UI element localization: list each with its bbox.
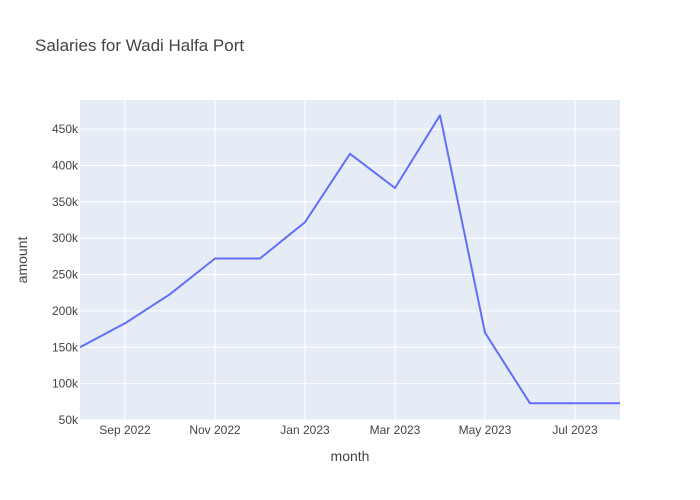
grid bbox=[80, 100, 620, 421]
y-tick-label: 50k bbox=[59, 413, 79, 427]
y-tick-label: 350k bbox=[52, 195, 79, 209]
y-tick-label: 200k bbox=[52, 304, 79, 318]
series-layer bbox=[79, 114, 620, 405]
x-tick-label: Sep 2022 bbox=[99, 423, 151, 437]
y-axis-title: amount bbox=[14, 237, 30, 284]
plot-area bbox=[80, 100, 620, 420]
x-tick-label: May 2023 bbox=[459, 423, 512, 437]
chart-title: Salaries for Wadi Halfa Port bbox=[35, 36, 244, 55]
y-tick-label: 450k bbox=[52, 122, 79, 136]
y-tick-label: 400k bbox=[52, 158, 79, 172]
x-axis: Sep 2022 Nov 2022 Jan 2023 Mar 2023 May 2023… bbox=[99, 423, 598, 437]
y-tick-label: 150k bbox=[52, 340, 79, 354]
x-tick-label: Nov 2022 bbox=[189, 423, 241, 437]
x-tick-label: Mar 2023 bbox=[370, 423, 421, 437]
x-tick-label: Jul 2023 bbox=[552, 423, 598, 437]
y-tick-label: 250k bbox=[52, 268, 79, 282]
x-tick-label: Jan 2023 bbox=[280, 423, 330, 437]
y-axis: 50k 100k 150k 200k 250k 300k 350k 400k 450k bbox=[52, 122, 79, 427]
y-tick-label: 100k bbox=[52, 377, 79, 391]
x-axis-title: month bbox=[331, 448, 370, 464]
y-tick-label: 300k bbox=[52, 231, 79, 245]
series-line bbox=[79, 114, 620, 405]
